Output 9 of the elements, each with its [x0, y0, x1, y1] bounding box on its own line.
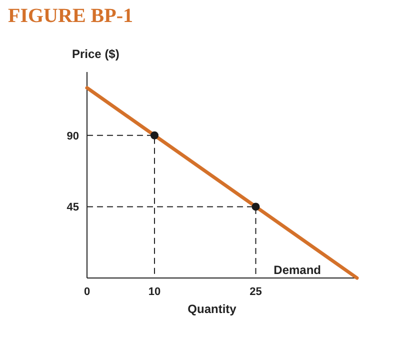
y-tick-label: 90 [66, 130, 79, 142]
y-tick-label: 45 [66, 202, 79, 214]
x-tick-label: 0 [84, 286, 90, 298]
series-label: Demand [274, 263, 321, 277]
chart-title: FIGURE BP-1 [8, 5, 133, 27]
x-tick-label: 25 [250, 286, 262, 298]
x-tick-label: 10 [148, 286, 161, 298]
x-axis-title: Quantity [188, 302, 237, 316]
y-axis-title: Price ($) [72, 47, 120, 61]
